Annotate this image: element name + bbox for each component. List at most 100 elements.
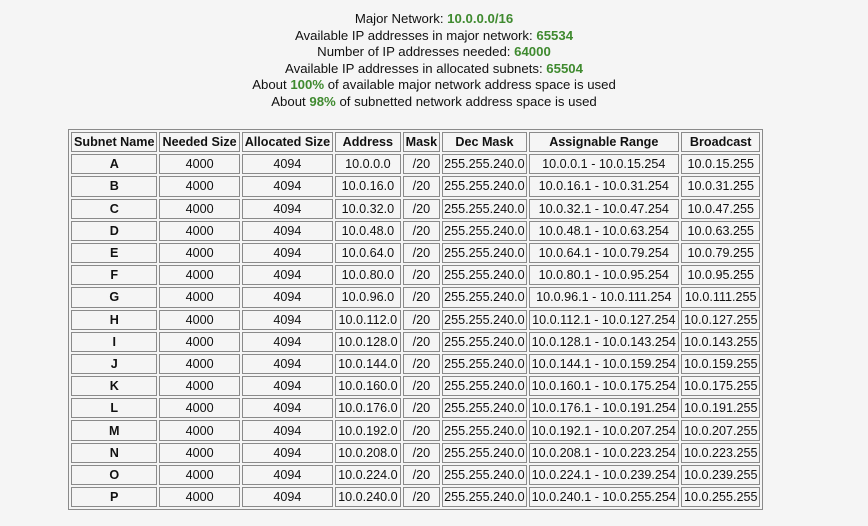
- allocated-size-cell: 4094: [241, 331, 334, 352]
- allocated-size-cell: 4094: [241, 464, 334, 485]
- address-cell: 10.0.80.0: [335, 265, 401, 286]
- subnet-name-cell: B: [71, 176, 158, 197]
- allocated-size-cell: 4094: [241, 398, 334, 419]
- table-row: B 4000 4094 10.0.16.0/20 255.255.240.0 10.0.1…: [71, 176, 761, 197]
- broadcast-cell: 10.0.143.255: [680, 331, 761, 352]
- subnet-name-cell: C: [71, 198, 158, 219]
- table-row: K 4000 4094 10.0.160.0/20 255.255.240.0 10.0.…: [71, 376, 761, 397]
- needed-size-cell: 4000: [159, 353, 240, 375]
- header-address: Address: [335, 132, 401, 153]
- address-cell: 10.0.224.0: [335, 464, 401, 485]
- dec-mask-cell: 255.255.240.0: [442, 176, 527, 197]
- assignable-range-cell: 10.0.112.1 - 10.0.127.254: [528, 309, 679, 330]
- mask-cell: /20: [402, 331, 441, 352]
- mask-cell: /20: [402, 198, 441, 219]
- allocated-line: Available IP addresses in allocated subn…: [0, 61, 868, 78]
- broadcast-cell: 10.0.175.255: [680, 376, 761, 397]
- subnetted-used-value: 98%: [309, 93, 336, 109]
- allocated-size-cell: 4094: [241, 265, 334, 286]
- dec-mask-cell: 255.255.240.0: [442, 353, 527, 375]
- allocated-size-cell: 4094: [241, 154, 334, 175]
- allocated-size-cell: 4094: [241, 242, 334, 264]
- mask-cell: /20: [402, 176, 441, 197]
- assignable-range-cell: 10.0.48.1 - 10.0.63.254: [528, 220, 679, 241]
- header-dec-mask: Dec Mask: [442, 132, 527, 153]
- needed-size-cell: 4000: [159, 487, 240, 508]
- address-cell: 10.0.144.0: [335, 353, 401, 375]
- allocated-size-cell: 4094: [241, 220, 334, 241]
- needed-size-cell: 4000: [159, 287, 240, 308]
- assignable-range-cell: 10.0.16.1 - 10.0.31.254: [528, 176, 679, 197]
- broadcast-cell: 10.0.207.255: [680, 420, 761, 441]
- mask-cell: /20: [402, 353, 441, 375]
- subnetted-used-prefix: About: [271, 93, 310, 109]
- allocated-size-cell: 4094: [241, 353, 334, 375]
- allocated-value: 65504: [546, 60, 583, 76]
- address-cell: 10.0.96.0: [335, 287, 401, 308]
- needed-value: 64000: [514, 44, 551, 60]
- broadcast-cell: 10.0.159.255: [680, 353, 761, 375]
- address-cell: 10.0.176.0: [335, 398, 401, 419]
- needed-size-cell: 4000: [159, 376, 240, 397]
- needed-size-cell: 4000: [159, 198, 240, 219]
- table-row: I 4000 4094 10.0.128.0/20 255.255.240.0 10.0.…: [71, 331, 761, 352]
- dec-mask-cell: 255.255.240.0: [442, 220, 527, 241]
- needed-size-cell: 4000: [159, 220, 240, 241]
- table-row: D 4000 4094 10.0.48.0/20 255.255.240.0 10.0.4…: [71, 220, 761, 241]
- table-row: G 4000 4094 10.0.96.0/20 255.255.240.0 10.0.9…: [71, 287, 761, 308]
- address-cell: 10.0.16.0: [335, 176, 401, 197]
- needed-size-cell: 4000: [159, 242, 240, 264]
- mask-cell: /20: [402, 287, 441, 308]
- needed-size-cell: 4000: [159, 331, 240, 352]
- allocated-size-cell: 4094: [241, 376, 334, 397]
- dec-mask-cell: 255.255.240.0: [442, 442, 527, 463]
- mask-cell: /20: [402, 242, 441, 264]
- needed-size-cell: 4000: [159, 398, 240, 419]
- table-row: L 4000 4094 10.0.176.0/20 255.255.240.0 10.0.…: [71, 398, 761, 419]
- subnet-name-cell: M: [71, 420, 158, 441]
- broadcast-cell: 10.0.15.255: [680, 154, 761, 175]
- table-row: M 4000 4094 10.0.192.0/20 255.255.240.0 10.0.…: [71, 420, 761, 441]
- subnet-name-cell: F: [71, 265, 158, 286]
- table-row: E 4000 4094 10.0.64.0/20 255.255.240.0 10.0.6…: [71, 242, 761, 264]
- broadcast-cell: 10.0.127.255: [680, 309, 761, 330]
- address-cell: 10.0.112.0: [335, 309, 401, 330]
- subnet-name-cell: O: [71, 464, 158, 485]
- allocated-label: Available IP addresses in allocated subn…: [285, 60, 547, 76]
- network-summary: Major Network: 10.0.0.0/16 Available IP …: [0, 11, 868, 111]
- dec-mask-cell: 255.255.240.0: [442, 287, 527, 308]
- mask-cell: /20: [402, 442, 441, 463]
- subnet-name-cell: K: [71, 376, 158, 397]
- table-row: N 4000 4094 10.0.208.0/20 255.255.240.0 10.0.…: [71, 442, 761, 463]
- assignable-range-cell: 10.0.80.1 - 10.0.95.254: [528, 265, 679, 286]
- allocated-size-cell: 4094: [241, 287, 334, 308]
- broadcast-cell: 10.0.111.255: [680, 287, 761, 308]
- dec-mask-cell: 255.255.240.0: [442, 242, 527, 264]
- allocated-size-cell: 4094: [241, 420, 334, 441]
- major-network-value: 10.0.0.0/16: [447, 11, 514, 26]
- assignable-range-cell: 10.0.224.1 - 10.0.239.254: [528, 464, 679, 485]
- allocated-size-cell: 4094: [241, 487, 334, 508]
- major-network-line: Major Network: 10.0.0.0/16: [0, 11, 868, 28]
- table-row: A 4000 4094 10.0.0.0/20 255.255.240.0 10.0.0.…: [71, 154, 761, 175]
- address-cell: 10.0.128.0: [335, 331, 401, 352]
- dec-mask-cell: 255.255.240.0: [442, 265, 527, 286]
- address-cell: 10.0.32.0: [335, 198, 401, 219]
- major-used-prefix: About: [252, 77, 291, 93]
- subnet-name-cell: H: [71, 309, 158, 330]
- table-row: P 4000 4094 10.0.240.0/20 255.255.240.0 10.0.…: [71, 487, 761, 508]
- subnet-name-cell: L: [71, 398, 158, 419]
- dec-mask-cell: 255.255.240.0: [442, 487, 527, 508]
- mask-cell: /20: [402, 487, 441, 508]
- needed-size-cell: 4000: [159, 154, 240, 175]
- subnet-name-cell: D: [71, 220, 158, 241]
- dec-mask-cell: 255.255.240.0: [442, 331, 527, 352]
- subnetted-used-line: About 98% of subnetted network address s…: [0, 94, 868, 111]
- assignable-range-cell: 10.0.240.1 - 10.0.255.254: [528, 487, 679, 508]
- assignable-range-cell: 10.0.160.1 - 10.0.175.254: [528, 376, 679, 397]
- subnetted-used-suffix: of subnetted network address space is us…: [335, 93, 597, 109]
- assignable-range-cell: 10.0.208.1 - 10.0.223.254: [528, 442, 679, 463]
- table-row: O 4000 4094 10.0.224.0/20 255.255.240.0 10.0.…: [71, 464, 761, 485]
- assignable-range-cell: 10.0.192.1 - 10.0.207.254: [528, 420, 679, 441]
- broadcast-cell: 10.0.79.255: [680, 242, 761, 264]
